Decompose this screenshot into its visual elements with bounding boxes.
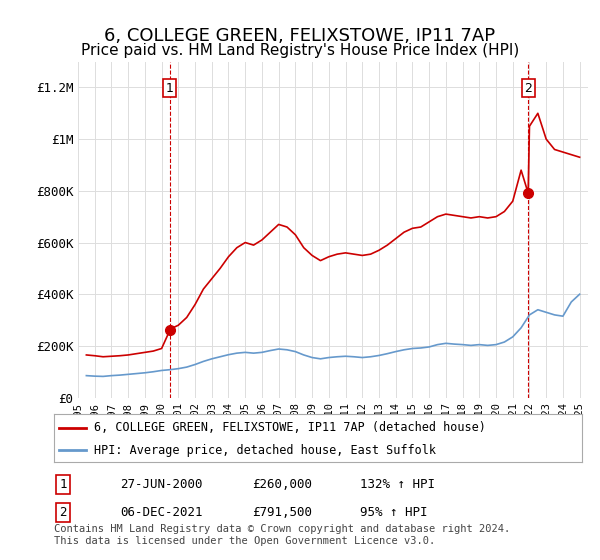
Text: £260,000: £260,000 bbox=[252, 478, 312, 491]
Text: 06-DEC-2021: 06-DEC-2021 bbox=[120, 506, 203, 519]
Text: Price paid vs. HM Land Registry's House Price Index (HPI): Price paid vs. HM Land Registry's House … bbox=[81, 43, 519, 58]
Text: 27-JUN-2000: 27-JUN-2000 bbox=[120, 478, 203, 491]
Text: 95% ↑ HPI: 95% ↑ HPI bbox=[360, 506, 427, 519]
Text: 6, COLLEGE GREEN, FELIXSTOWE, IP11 7AP (detached house): 6, COLLEGE GREEN, FELIXSTOWE, IP11 7AP (… bbox=[94, 421, 485, 434]
Text: 2: 2 bbox=[524, 82, 532, 95]
Text: Contains HM Land Registry data © Crown copyright and database right 2024.
This d: Contains HM Land Registry data © Crown c… bbox=[54, 524, 510, 546]
Text: £791,500: £791,500 bbox=[252, 506, 312, 519]
Text: 1: 1 bbox=[59, 478, 67, 491]
Text: 132% ↑ HPI: 132% ↑ HPI bbox=[360, 478, 435, 491]
Text: HPI: Average price, detached house, East Suffolk: HPI: Average price, detached house, East… bbox=[94, 444, 436, 456]
Text: 1: 1 bbox=[166, 82, 174, 95]
Text: 6, COLLEGE GREEN, FELIXSTOWE, IP11 7AP: 6, COLLEGE GREEN, FELIXSTOWE, IP11 7AP bbox=[104, 27, 496, 45]
Text: 2: 2 bbox=[59, 506, 67, 519]
